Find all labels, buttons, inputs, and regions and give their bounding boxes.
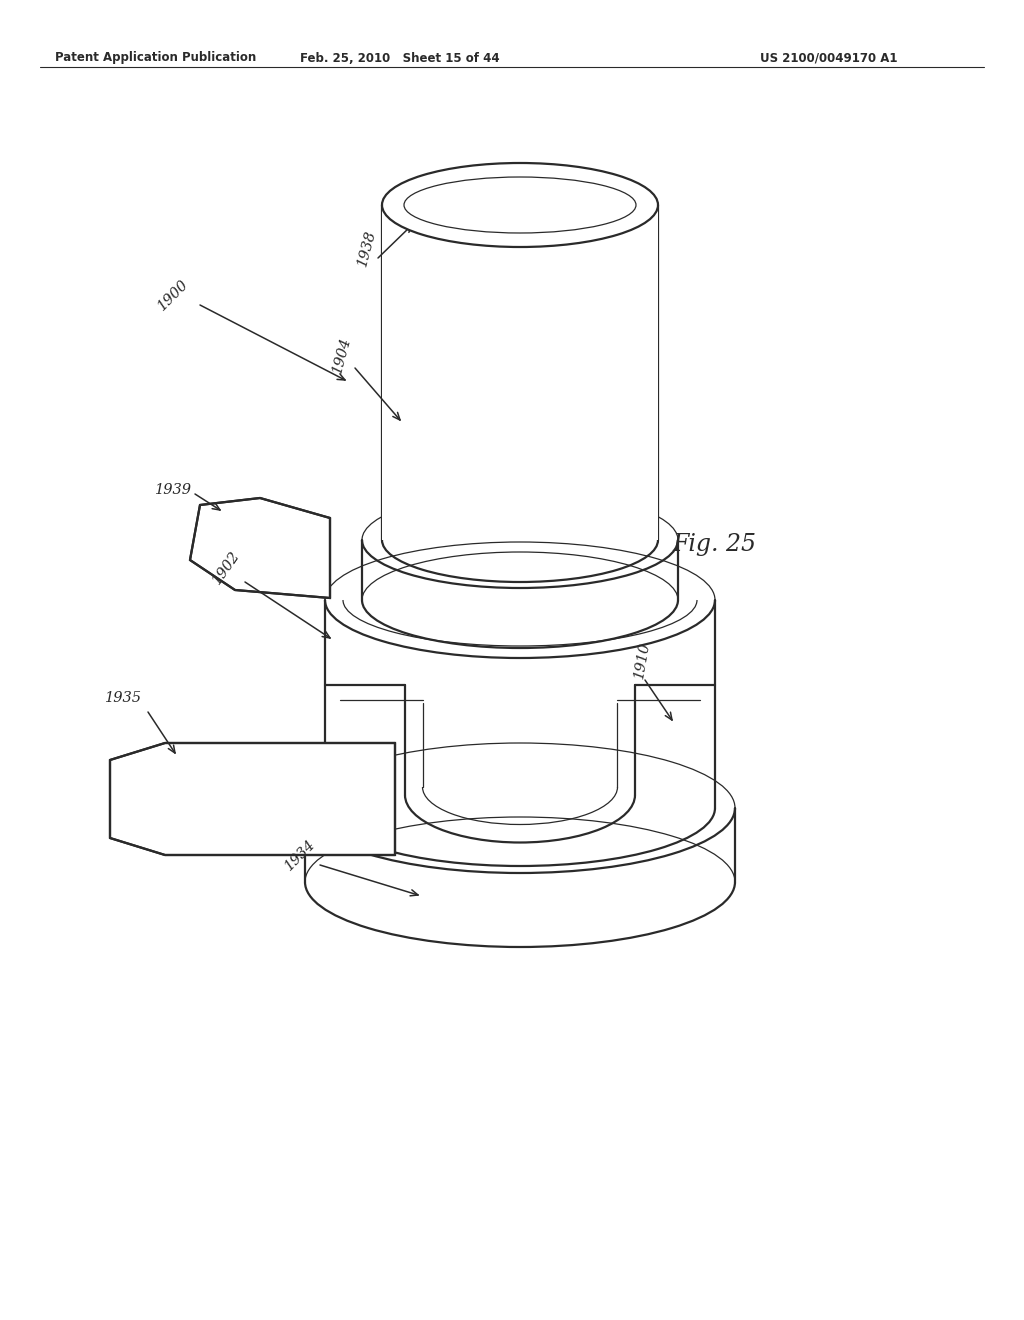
Text: US 2100/0049170 A1: US 2100/0049170 A1 xyxy=(760,51,897,65)
Polygon shape xyxy=(190,498,330,598)
Text: 1900: 1900 xyxy=(155,277,191,313)
Ellipse shape xyxy=(404,177,636,234)
Polygon shape xyxy=(110,743,395,855)
Text: 1939: 1939 xyxy=(155,483,193,498)
Text: 1934: 1934 xyxy=(282,837,318,873)
Text: 1935: 1935 xyxy=(105,690,142,705)
Text: 1910: 1910 xyxy=(632,640,652,680)
Text: Fig. 25: Fig. 25 xyxy=(672,533,756,557)
Text: 1902: 1902 xyxy=(210,549,243,587)
Text: Patent Application Publication: Patent Application Publication xyxy=(55,51,256,65)
Ellipse shape xyxy=(382,162,658,247)
Text: Feb. 25, 2010   Sheet 15 of 44: Feb. 25, 2010 Sheet 15 of 44 xyxy=(300,51,500,65)
Text: 1904: 1904 xyxy=(330,335,353,375)
Text: 1938: 1938 xyxy=(355,228,378,268)
Polygon shape xyxy=(382,205,658,540)
